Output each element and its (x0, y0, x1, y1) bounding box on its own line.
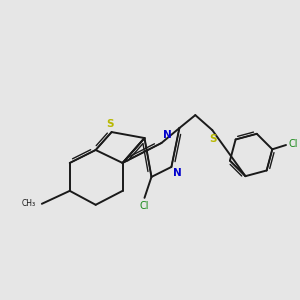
Text: Cl: Cl (140, 201, 149, 211)
Text: Cl: Cl (289, 139, 298, 149)
Text: S: S (106, 119, 113, 129)
Text: N: N (173, 168, 182, 178)
Text: N: N (164, 130, 172, 140)
Text: S: S (209, 134, 217, 144)
Text: CH₃: CH₃ (22, 199, 36, 208)
